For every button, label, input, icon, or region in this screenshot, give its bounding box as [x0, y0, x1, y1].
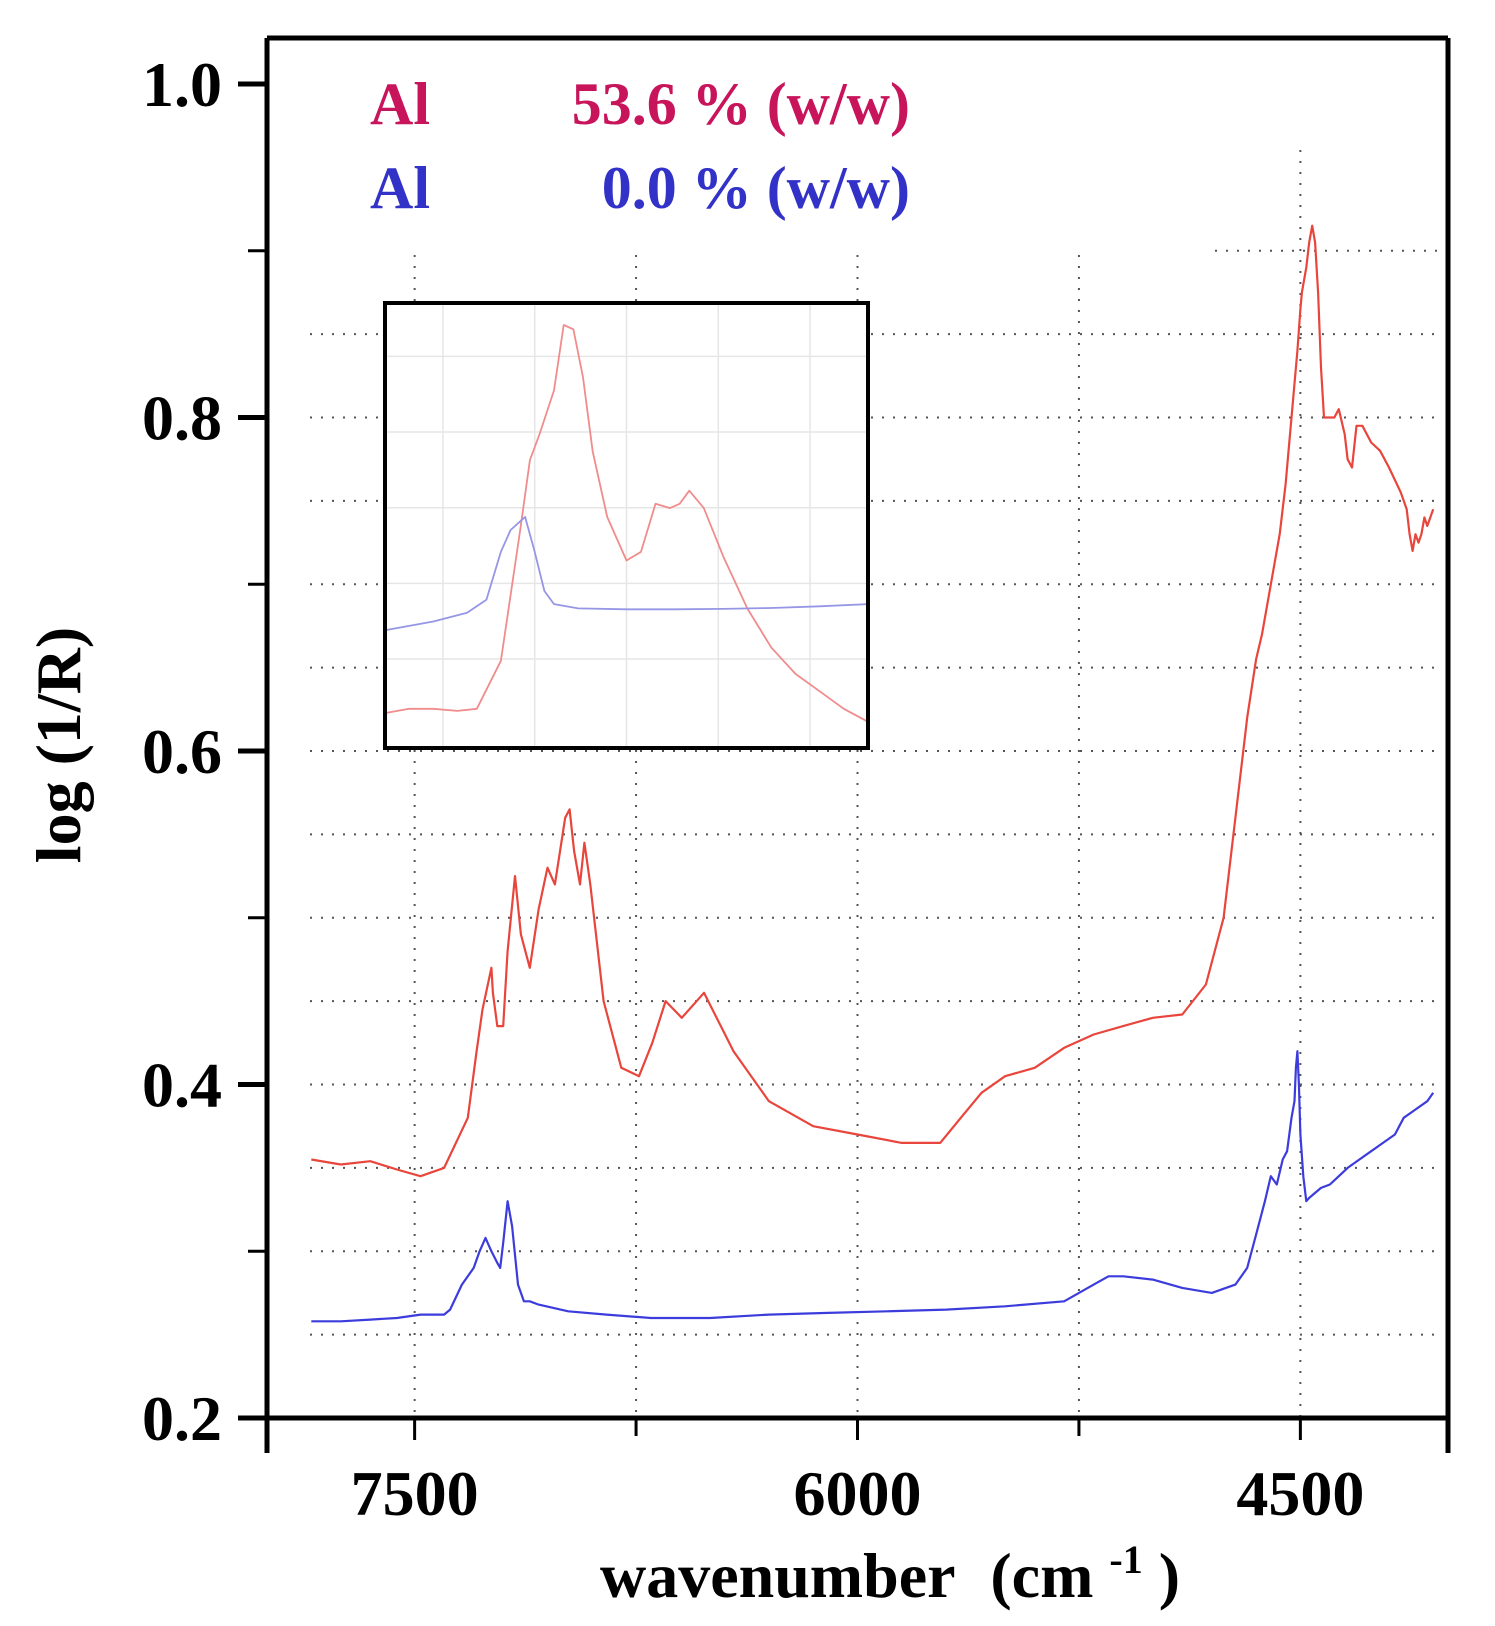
y-tick-label-0: 0.2: [142, 1383, 222, 1454]
y-axis-title: log (1/R): [23, 627, 94, 863]
legend-entry-2-value: 0.0 % (w/w): [602, 155, 910, 221]
x-axis-title-main: wavenumber: [600, 1540, 955, 1611]
y-tick-label-1: 0.4: [142, 1050, 222, 1121]
series-line-2: [311, 1050, 1435, 1323]
y-tick-label-4: 1.0: [142, 49, 222, 120]
y-ticks: 0.2 0.4 0.6 0.8 1.0: [142, 49, 267, 1454]
axes: [240, 35, 1451, 1453]
y-tick-label-2: 0.6: [142, 716, 222, 787]
inset-series-line-1: [384, 324, 869, 723]
legend-entry-2-name: Al: [370, 155, 430, 221]
legend-entry-1-name: Al: [370, 71, 430, 137]
inset-series-group: [384, 324, 869, 723]
legend-entry-1-value: 53.6 % (w/w): [572, 71, 910, 137]
x-axis-title-unit: (cm: [990, 1540, 1093, 1611]
inset-grid: [385, 303, 868, 748]
series-group: [311, 224, 1435, 1323]
x-tick-label-0: 7500: [351, 1458, 479, 1529]
x-axis-title-unit-close: ): [1159, 1540, 1180, 1611]
series-line-1: [311, 224, 1435, 1178]
x-axis-title: wavenumber (cm -1 ): [600, 1516, 1180, 1611]
x-tick-label-1: 6000: [794, 1458, 922, 1529]
x-tick-label-2: 4500: [1236, 1458, 1364, 1529]
inset-frame: [383, 301, 870, 750]
plot-area: [311, 224, 1435, 1323]
inset-chart: [383, 301, 870, 750]
inset-series-line-2: [384, 516, 869, 632]
y-tick-label-3: 0.8: [142, 383, 222, 454]
x-ticks: 7500 6000 4500: [351, 1418, 1364, 1529]
legend: Al 53.6 % (w/w) Al 0.0 % (w/w): [370, 71, 910, 221]
x-axis-title-unit-exp: -1: [1109, 1537, 1142, 1582]
